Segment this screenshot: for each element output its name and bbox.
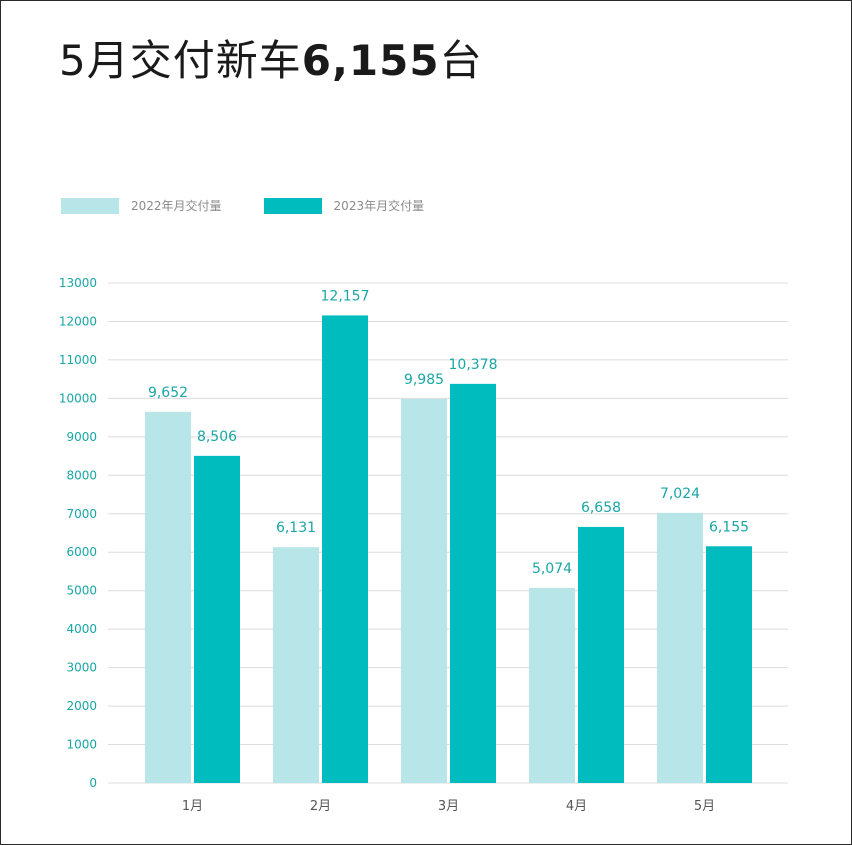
bar-2023-4 — [578, 526, 624, 783]
y-tick-label: 2000 — [66, 699, 97, 713]
data-label: 10,378 — [449, 357, 498, 373]
bar-2022-2 — [273, 547, 319, 783]
x-tick-label: 5月 — [694, 799, 715, 814]
data-label: 6,658 — [581, 500, 621, 516]
bar-2023-2 — [322, 315, 368, 783]
data-label: 8,506 — [197, 429, 237, 445]
bar-2022-5 — [657, 512, 703, 783]
legend-label-2023: 2023年月交付量 — [333, 199, 425, 213]
y-tick-label: 7000 — [66, 507, 97, 521]
y-tick-label: 3000 — [66, 661, 97, 675]
bar-2023-1 — [194, 455, 240, 783]
legend: 2022年月交付量 2023年月交付量 — [61, 197, 466, 214]
y-tick-label: 1000 — [66, 738, 97, 752]
legend-label-2022: 2022年月交付量 — [131, 199, 222, 213]
bar-2022-1 — [145, 411, 191, 783]
x-tick-label: 1月 — [182, 799, 203, 814]
bar-2023-5 — [706, 546, 752, 783]
y-tick-label: 4000 — [66, 622, 97, 636]
y-tick-label: 5000 — [66, 584, 97, 598]
bar-2023-3 — [450, 383, 496, 783]
data-label: 5,074 — [532, 561, 572, 577]
data-label: 6,131 — [276, 520, 316, 536]
x-tick-label: 3月 — [438, 799, 459, 814]
bar-2022-4 — [529, 587, 575, 783]
legend-swatch-2023 — [263, 197, 322, 214]
x-tick-label: 4月 — [566, 799, 587, 814]
data-label: 9,652 — [148, 385, 188, 401]
y-tick-label: 0 — [89, 776, 97, 790]
y-tick-label: 11000 — [59, 353, 97, 367]
data-label: 9,985 — [404, 372, 444, 388]
page-title: 5月交付新车6,155台 — [59, 27, 483, 88]
data-label: 7,024 — [660, 486, 700, 502]
y-tick-label: 9000 — [66, 430, 97, 444]
y-tick-label: 12000 — [59, 314, 97, 328]
legend-item-2022: 2022年月交付量 — [61, 197, 222, 214]
y-tick-label: 6000 — [66, 545, 97, 559]
title-suffix: 台 — [439, 36, 483, 85]
bar-2022-3 — [401, 398, 447, 783]
x-tick-label: 2月 — [310, 799, 331, 814]
y-tick-label: 13000 — [59, 276, 97, 290]
y-tick-label: 8000 — [66, 468, 97, 482]
data-label: 12,157 — [321, 288, 370, 304]
title-number: 6,155 — [301, 36, 440, 85]
title-prefix: 5月交付新车 — [59, 36, 302, 85]
legend-swatch-2022 — [61, 197, 119, 214]
legend-item-2023: 2023年月交付量 — [263, 197, 425, 214]
data-label: 6,155 — [709, 519, 749, 535]
y-tick-label: 10000 — [59, 391, 97, 405]
